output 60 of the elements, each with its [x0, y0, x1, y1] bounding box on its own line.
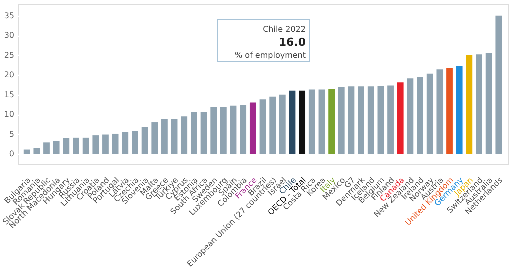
bar [368, 86, 374, 154]
bar [348, 86, 355, 154]
bar [446, 68, 453, 154]
y-tick-label: 25 [4, 50, 14, 60]
bar [388, 86, 394, 154]
bar [358, 86, 364, 154]
y-tick-label: 35 [4, 11, 14, 20]
bar [426, 74, 434, 154]
bar [200, 112, 208, 154]
bar [456, 66, 463, 154]
y-tick-label: 20 [4, 70, 14, 80]
bar [250, 102, 256, 154]
bar [476, 54, 482, 154]
bar [240, 105, 247, 154]
y-tick-label: 30 [4, 31, 14, 40]
bar [308, 90, 316, 154]
bar [289, 90, 296, 154]
bar [102, 134, 109, 154]
bar [318, 90, 326, 154]
bar [328, 89, 335, 154]
bar [466, 55, 473, 154]
bar [34, 148, 40, 154]
annotation: Chile 2022 [263, 25, 306, 34]
bar [407, 78, 414, 154]
bar [152, 122, 158, 154]
bar [142, 127, 148, 154]
bar [162, 119, 168, 154]
bar [181, 116, 188, 154]
bar [82, 138, 90, 154]
bar [210, 108, 218, 154]
bar [338, 87, 345, 154]
bar [486, 53, 492, 154]
bar [260, 100, 266, 154]
bar [279, 94, 286, 154]
annotation: 16.0 [278, 36, 306, 49]
bar [92, 136, 100, 154]
bar [378, 86, 384, 154]
y-tick-label: 15 [4, 90, 14, 100]
bar [53, 141, 60, 154]
y-tick-label: 5 [9, 130, 14, 139]
bar [122, 132, 129, 154]
bar [436, 70, 444, 154]
bar [230, 106, 237, 154]
bar [171, 118, 178, 154]
bar [63, 138, 70, 154]
bar [299, 90, 306, 154]
bar [496, 16, 502, 154]
bar [112, 134, 119, 154]
bar [132, 131, 138, 154]
bar [417, 77, 424, 154]
bar [44, 142, 50, 154]
annotation: % of employment [235, 51, 306, 60]
bar [191, 112, 198, 154]
bar [24, 150, 30, 154]
bar [270, 96, 276, 154]
bar [220, 108, 227, 154]
bar [73, 138, 80, 154]
y-tick-label: 10 [4, 110, 14, 120]
bar [397, 82, 404, 154]
y-tick-label: 0 [9, 150, 14, 159]
